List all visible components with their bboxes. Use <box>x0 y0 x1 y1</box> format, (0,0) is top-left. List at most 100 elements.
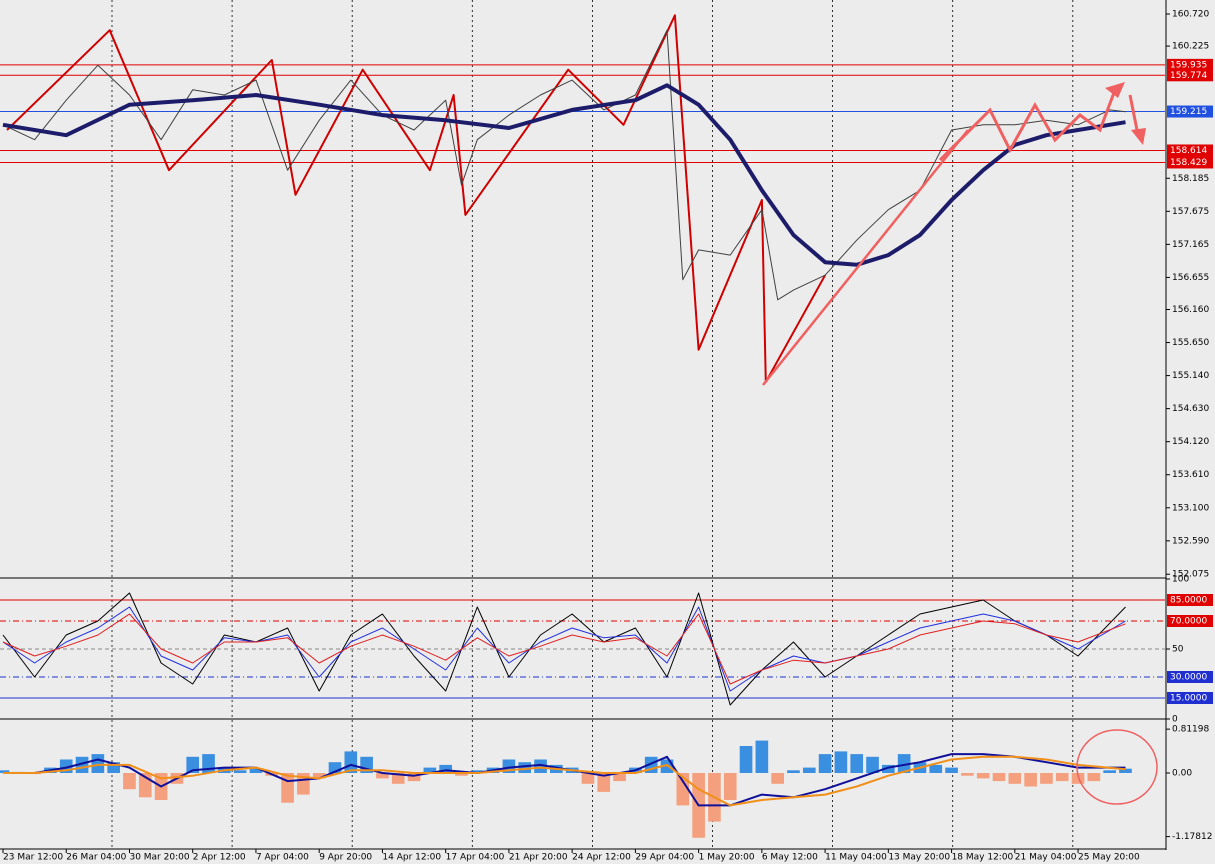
series-line <box>6 14 826 384</box>
histogram-bar <box>597 772 611 792</box>
histogram-bar <box>613 772 626 782</box>
histogram-bar <box>1087 772 1101 782</box>
histogram-bar <box>771 772 784 784</box>
histogram-bar <box>882 764 895 773</box>
layout <box>0 0 1167 850</box>
level-label-box <box>1167 156 1213 169</box>
x-tick-label: 21 May 04:00 <box>1015 853 1077 863</box>
histogram-bar <box>281 772 294 803</box>
histogram-bar <box>233 770 247 773</box>
y-tick-label: 154.120 <box>1172 437 1209 447</box>
level-label-box <box>1167 144 1213 157</box>
y-tick-label: 153.610 <box>1172 470 1209 480</box>
x-tick-label: 1 May 20:00 <box>699 853 755 863</box>
histogram-bar <box>945 767 958 773</box>
histogram-bar <box>455 772 468 776</box>
histogram-bar <box>676 772 690 806</box>
level-label: 159.215 <box>1170 107 1207 117</box>
x-tick-label: 24 Apr 12:00 <box>572 853 631 863</box>
level-label: 158.614 <box>1170 146 1207 156</box>
x-tick-label: 21 Apr 20:00 <box>509 853 568 863</box>
level-label: 15.0000 <box>1170 694 1207 704</box>
x-tick-label: 11 May 04:00 <box>825 853 887 863</box>
x-tick-label: 29 Apr 04:00 <box>635 853 694 863</box>
histogram-bar <box>376 772 389 779</box>
histogram-bar <box>818 754 832 773</box>
y-tick-label: 153.100 <box>1172 503 1209 513</box>
arrow-head <box>1105 82 1125 98</box>
x-tick-label: 14 Apr 12:00 <box>382 853 441 863</box>
y-tick-label: 0.81198 <box>1172 725 1209 735</box>
histogram-bar <box>186 756 200 773</box>
y-tick-label: 156.655 <box>1172 273 1209 283</box>
level-label-box <box>1167 615 1213 627</box>
histogram-bar <box>328 762 342 773</box>
series-line <box>2 83 1126 267</box>
y-tick-label: 155.140 <box>1172 371 1209 381</box>
histogram-bar <box>423 767 437 773</box>
level-label: 159.935 <box>1170 60 1207 70</box>
series-line <box>2 592 1126 706</box>
histogram-bar <box>961 772 974 776</box>
histogram-bar <box>739 746 753 773</box>
histogram-bar <box>344 751 358 773</box>
x-tick-label: 7 Apr 04:00 <box>256 853 309 863</box>
trend-arrow <box>762 129 969 386</box>
level-label: 85.0000 <box>1170 596 1207 606</box>
level-label: 159.774 <box>1170 71 1207 81</box>
histogram-bar <box>1024 772 1037 787</box>
y-tick-label: 154.630 <box>1172 404 1209 414</box>
highlight-circle <box>1076 729 1158 805</box>
histogram-bar <box>518 762 532 773</box>
y-tick-label: 160.225 <box>1172 42 1209 52</box>
y-tick-label: 158.185 <box>1172 174 1209 184</box>
y-tick-label: 100 <box>1172 575 1189 585</box>
histogram-bar <box>787 770 800 773</box>
level-label: 158.429 <box>1170 158 1207 168</box>
x-tick-label: 2 Apr 12:00 <box>193 853 246 863</box>
level-label-box <box>1167 594 1213 606</box>
x-tick-label: 25 May 20:00 <box>1078 853 1140 863</box>
x-tick-label: 6 May 12:00 <box>762 853 818 863</box>
histogram-bar <box>755 740 769 773</box>
y-tick-label: 155.650 <box>1172 338 1209 348</box>
histogram-bar <box>123 772 136 790</box>
x-tick-label: 26 Mar 04:00 <box>66 853 126 863</box>
histogram-bar <box>107 762 120 773</box>
histogram-bar <box>534 759 547 773</box>
x-tick-label: 17 Apr 04:00 <box>446 853 505 863</box>
histogram-bar <box>91 754 105 773</box>
y-tick-label: 50 <box>1172 645 1184 655</box>
histogram-bar <box>866 756 879 773</box>
level-label-box <box>1167 69 1213 82</box>
histogram-bar <box>1119 768 1132 773</box>
y-tick-label: -1.17812 <box>1172 832 1212 842</box>
histogram-bar <box>391 772 405 784</box>
x-tick-label: 9 Apr 20:00 <box>319 853 372 863</box>
histogram-bar <box>297 772 310 795</box>
histogram-bar <box>723 772 737 800</box>
histogram-bar <box>897 754 911 773</box>
histogram-bar <box>834 751 848 773</box>
histogram-bar <box>1008 772 1022 784</box>
projection-arrows <box>938 89 1117 162</box>
level-label-box <box>1167 692 1213 704</box>
series-line <box>2 29 1126 301</box>
arrow-head <box>1131 128 1146 145</box>
y-tick-label: 152.075 <box>1172 570 1209 580</box>
histogram-bar <box>470 770 484 773</box>
series-line <box>2 606 1126 692</box>
level-label: 70.0000 <box>1170 617 1207 627</box>
y-tick-label: 0 <box>1172 715 1178 725</box>
y-tick-label: 152.590 <box>1172 536 1209 546</box>
level-label-box <box>1167 58 1213 71</box>
level-label-box <box>1167 105 1213 118</box>
x-tick-label: 23 Mar 12:00 <box>3 853 63 863</box>
histogram-bar <box>850 754 864 773</box>
histogram-bar <box>802 767 816 773</box>
x-tick-label: 13 May 20:00 <box>888 853 950 863</box>
y-tick-label: 0.00 <box>1172 768 1192 778</box>
x-tick-label: 18 May 12:00 <box>952 853 1014 863</box>
